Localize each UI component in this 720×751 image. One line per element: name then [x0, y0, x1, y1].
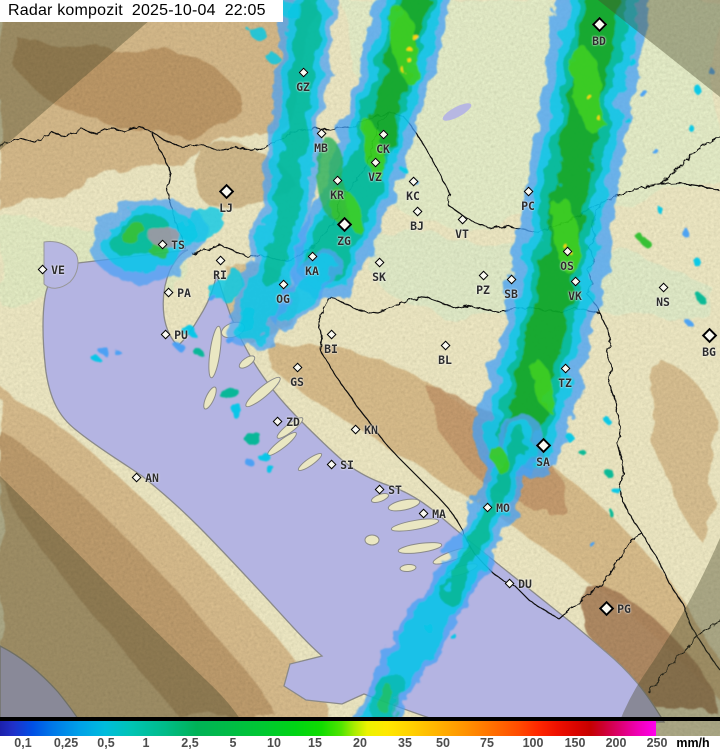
legend-tick-2: 0,5	[97, 736, 115, 750]
venice-lagoon	[43, 241, 79, 289]
legend-tick-12: 100	[522, 736, 544, 750]
legend-tick-5: 5	[229, 736, 237, 750]
intensity-colorbar	[0, 721, 656, 736]
observation-date: 2025-10-04	[131, 2, 216, 19]
title-bar: Radar kompozit 2025-10-04 22:05	[0, 0, 283, 22]
intensity-scale-labels: 0,1 0,25 0,5 1 2,5 5 10 15 20 35 50 75 100 150 200 250 m…	[0, 736, 720, 751]
legend-divider	[0, 717, 720, 721]
legend-tick-14: 200	[605, 736, 627, 750]
lake-balaton	[442, 103, 472, 121]
radar-echoes	[91, 0, 713, 737]
legend-tick-10: 50	[436, 736, 450, 750]
legend-tick-1: 0,25	[53, 736, 79, 750]
legend-tick-6: 10	[267, 736, 281, 750]
legend-tick-13: 150	[564, 736, 586, 750]
legend-tick-0: 0,1	[14, 736, 32, 750]
legend-tick-8: 20	[353, 736, 367, 750]
legend-tick-15: 250	[646, 736, 668, 750]
legend-unit: mm/h	[676, 736, 710, 750]
legend-tick-3: 1	[142, 736, 150, 750]
product-name: Radar kompozit	[8, 2, 123, 19]
legend-tick-4: 2,5	[181, 736, 199, 750]
legend-tick-9: 35	[398, 736, 412, 750]
legend-tick-7: 15	[308, 736, 322, 750]
legend-tick-11: 75	[480, 736, 494, 750]
observation-time: 22:05	[224, 2, 266, 19]
